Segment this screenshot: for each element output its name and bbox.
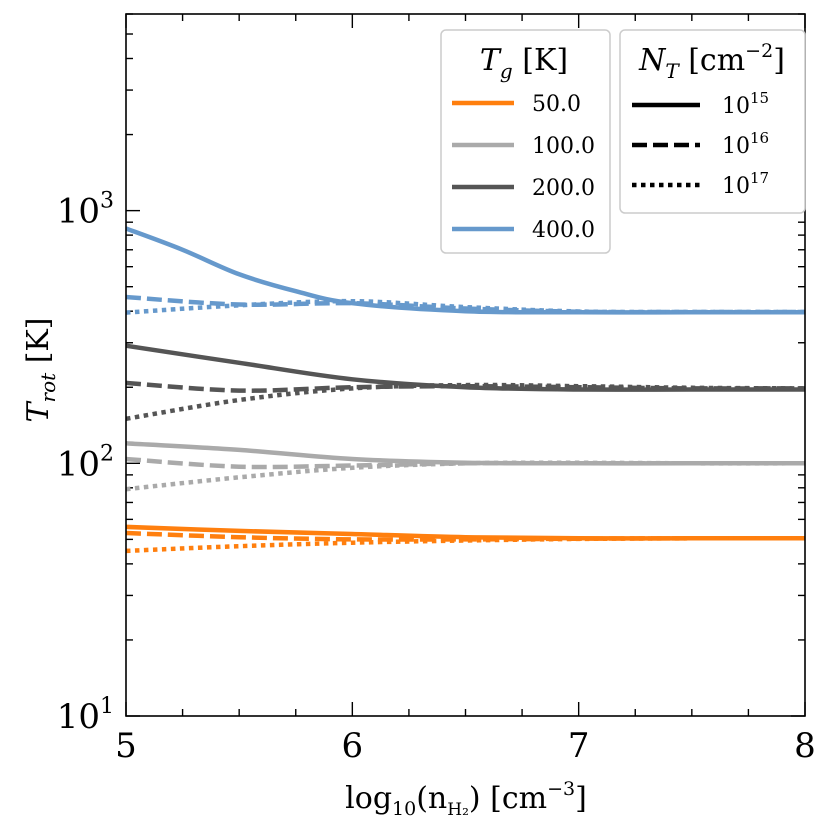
- series-line-tg200.0-nt1e16: [125, 380, 806, 393]
- legend-tg: Tg [K] 50.0 100.0 200.0 400.0: [440, 29, 611, 254]
- x-axis-label: log10(nH₂) [cm−3]: [345, 778, 587, 820]
- y-tick-label: 102: [57, 441, 114, 484]
- series-lines: [125, 226, 806, 554]
- x-tick-label: 7: [568, 726, 590, 766]
- x-tick-label: 8: [794, 726, 816, 766]
- x-tick-label: 6: [342, 726, 364, 766]
- series-line-tg50.0-nt1e16: [125, 530, 806, 542]
- x-tick-labels: 5 6 7 8: [115, 726, 816, 766]
- legend-tg-box: [440, 29, 611, 254]
- legend-nt-label: 1016: [722, 129, 769, 159]
- series-line-tg400.0-nt1e16: [125, 294, 806, 315]
- legend-tg-label: 200.0: [532, 176, 595, 201]
- x-tick-label: 5: [115, 726, 137, 766]
- legend-tg-title: Tg [K]: [480, 43, 568, 83]
- legend-nt-label: 1017: [722, 169, 769, 199]
- y-axis-label: Trot [K]: [21, 317, 60, 422]
- legend-tg-label: 50.0: [532, 92, 581, 117]
- legend-tg-label: 400.0: [532, 218, 595, 243]
- series-line-tg200.0-nt1e17: [125, 382, 806, 422]
- legend-tg-label: 100.0: [532, 134, 595, 159]
- legend-nt-box: [619, 29, 806, 214]
- y-tick-label: 101: [57, 694, 114, 737]
- series-line-tg100.0-nt1e16: [125, 456, 805, 470]
- y-tick-label: 103: [57, 189, 114, 232]
- legend-nt-title: NT [cm−2]: [638, 40, 785, 83]
- y-tick-labels: 101 102 103: [57, 189, 114, 737]
- plot-frame: [125, 13, 806, 717]
- legend-nt-label: 1015: [722, 89, 769, 119]
- legend-nt: NT [cm−2] 1015 1016 1017: [619, 29, 806, 214]
